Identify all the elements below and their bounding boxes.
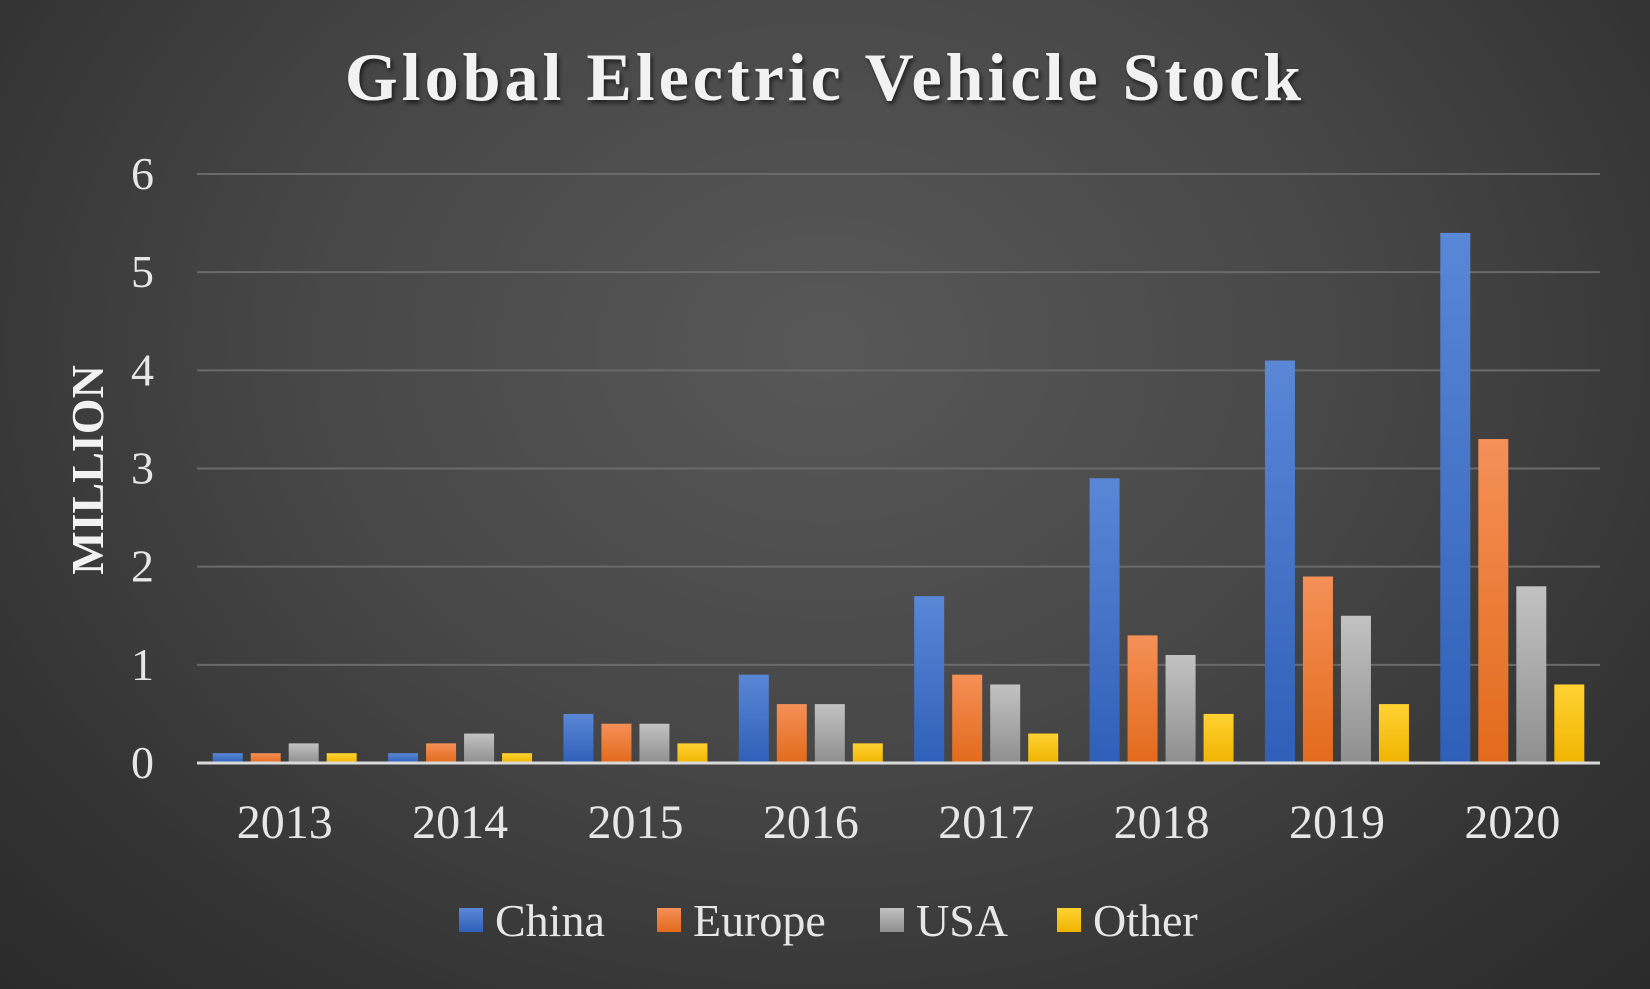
legend-label-europe: Europe [693, 895, 826, 946]
legend-label-china: China [495, 895, 605, 946]
bar-china-2020 [1440, 232, 1471, 763]
bar-europe-2013 [250, 753, 281, 763]
bar-europe-2016 [776, 704, 807, 763]
y-axis-tick-labels: 0 1 2 3 4 5 6 [131, 148, 154, 788]
bar-other-2018 [1203, 713, 1234, 763]
legend-label-other: Other [1093, 895, 1198, 946]
bar-usa-2016 [814, 704, 845, 763]
legend-swatch-europe [657, 908, 681, 932]
x-tick-label: 2018 [1114, 796, 1210, 849]
bar-usa-2020 [1516, 586, 1547, 763]
legend-swatch-china [459, 908, 483, 932]
bar-europe-2014 [426, 743, 457, 763]
x-tick-label: 2016 [763, 796, 859, 849]
x-tick-label: 2020 [1464, 796, 1560, 849]
x-tick-label: 2019 [1289, 796, 1385, 849]
bar-china-2013 [212, 753, 243, 763]
bar-europe-2017 [952, 674, 983, 763]
y-tick-label: 5 [131, 246, 154, 297]
bar-europe-2018 [1127, 635, 1158, 763]
x-axis-tick-labels: 2013 2014 2015 2016 2017 2018 2019 2020 [237, 796, 1561, 849]
chart-title: Global Electric Vehicle Stock [345, 39, 1305, 115]
bar-other-2019 [1378, 704, 1409, 763]
legend: China Europe USA Other [459, 895, 1198, 946]
bar-usa-2015 [639, 723, 670, 763]
bar-usa-2014 [464, 733, 495, 763]
bars [212, 232, 1585, 763]
bar-usa-2018 [1165, 655, 1196, 763]
x-tick-label: 2015 [587, 796, 683, 849]
bar-usa-2017 [990, 684, 1021, 763]
x-tick-label: 2013 [237, 796, 333, 849]
y-tick-label: 6 [131, 148, 154, 199]
bar-china-2016 [738, 674, 769, 763]
bar-europe-2015 [601, 723, 632, 763]
y-tick-label: 1 [131, 639, 154, 690]
legend-swatch-other [1057, 908, 1081, 932]
bar-other-2020 [1554, 684, 1585, 763]
bar-china-2017 [914, 596, 945, 763]
y-tick-label: 4 [131, 344, 154, 395]
bar-other-2014 [502, 753, 533, 763]
bar-china-2018 [1089, 478, 1120, 763]
x-tick-label: 2014 [412, 796, 508, 849]
bar-other-2016 [852, 743, 883, 763]
y-tick-label: 0 [131, 737, 154, 788]
bar-europe-2019 [1302, 576, 1333, 763]
y-tick-label: 3 [131, 443, 154, 494]
y-tick-label: 2 [131, 541, 154, 592]
bar-usa-2013 [288, 743, 319, 763]
bar-china-2019 [1264, 360, 1295, 763]
bar-china-2014 [388, 753, 419, 763]
gridlines [197, 173, 1600, 666]
bar-china-2015 [563, 713, 594, 763]
x-tick-label: 2017 [938, 796, 1034, 849]
bar-other-2017 [1028, 733, 1059, 763]
legend-swatch-usa [880, 908, 904, 932]
bar-other-2013 [326, 753, 357, 763]
bar-europe-2020 [1478, 439, 1509, 763]
bar-other-2015 [677, 743, 708, 763]
y-axis-title: MILLION [62, 365, 113, 575]
legend-label-usa: USA [916, 895, 1008, 946]
bar-usa-2019 [1340, 615, 1371, 763]
